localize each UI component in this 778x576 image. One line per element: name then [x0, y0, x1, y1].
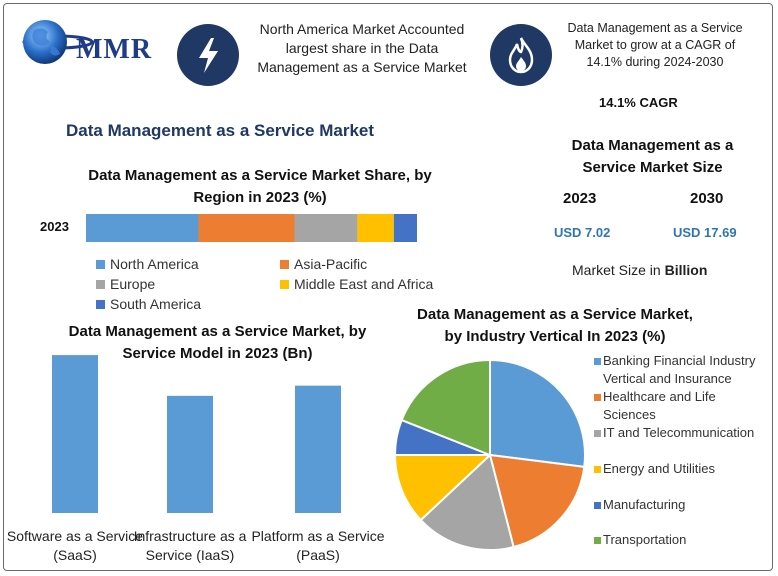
legend-label: Banking Financial Industry Vertical and … — [603, 353, 756, 386]
service-bar-1 — [167, 395, 213, 513]
legend-label: Transportation — [603, 532, 687, 547]
region-chart-category-label: 2023 — [40, 219, 69, 234]
infographic-frame — [3, 3, 773, 571]
flame-icon — [508, 37, 534, 74]
region-legend-item-europe: Europe — [96, 276, 155, 292]
region-chart-title: Data Management as a Service Market Shar… — [88, 167, 432, 206]
pie-legend-item-healthcare-and-life-sciences: Healthcare and Life Sciences — [594, 388, 769, 424]
info2-icon-circle — [490, 24, 552, 86]
legend-label: Middle East and Africa — [294, 276, 434, 292]
market-size-value-2023: USD 7.02 — [554, 225, 611, 240]
legend-label: Energy and Utilities — [603, 461, 715, 476]
service-bar-0 — [52, 355, 98, 513]
legend-label: Asia-Pacific — [294, 256, 368, 272]
info1-text: North America Market Accounted largest s… — [257, 21, 467, 75]
region-legend-item-north-america: North America — [96, 256, 199, 272]
vertical-chart-title: Data Management as a Service Market, by … — [417, 306, 693, 345]
region-stacked-bar-chart — [86, 214, 417, 242]
info2-text: Data Management as a Service Market to g… — [567, 21, 743, 69]
legend-label: North America — [110, 256, 199, 272]
region-legend-item-asia-pacific: Asia-Pacific — [280, 256, 367, 272]
legend-label: Europe — [110, 276, 156, 292]
legend-swatch — [96, 259, 105, 269]
main-title: Data Management as a Service Market — [66, 121, 375, 140]
market-size-year-2030: 2030 — [690, 190, 724, 207]
pie-slice-healthcare-and-life-sciences — [488, 453, 586, 549]
legend-label: South America — [110, 296, 202, 312]
market-size-title: Data Management as a Service Market Size — [571, 137, 734, 176]
industry-vertical-pie-chart — [393, 358, 586, 551]
market-size-note: Market Size in Billion — [572, 262, 707, 278]
info1-icon-circle — [177, 24, 239, 86]
pie-legend-item-energy-and-utilities: Energy and Utilities — [594, 460, 769, 478]
service-bar-2 — [295, 385, 341, 513]
legend-swatch — [96, 279, 105, 289]
region-bar-segment-north-america — [86, 214, 199, 242]
service-chart-title: Data Management as a Service Market, by … — [68, 323, 367, 362]
pie-slice-energy-and-utilities — [393, 454, 493, 522]
region-bar-segment-middle-east-and-africa — [357, 214, 394, 242]
legend-swatch — [280, 259, 289, 269]
pie-legend-item-manufacturing: Manufacturing — [594, 496, 769, 514]
pie-slice-it-and-telecommunication — [419, 453, 515, 551]
legend-swatch — [594, 466, 601, 473]
legend-label: Healthcare and Life Sciences — [603, 389, 716, 422]
market-size-note-unit: Billion — [664, 262, 708, 278]
pie-legend-item-transportation: Transportation — [594, 531, 769, 549]
legend-label: Manufacturing — [603, 497, 686, 512]
legend-swatch — [594, 394, 601, 401]
lightning-icon — [199, 38, 218, 73]
region-legend-item-middle-east-and-africa: Middle East and Africa — [280, 276, 433, 292]
service-x-tick-label: Software as a Service (SaaS) — [6, 528, 144, 563]
globe-icon — [22, 20, 94, 64]
service-x-tick-label: Infrastructure as a Service (IaaS) — [133, 528, 247, 563]
legend-swatch — [594, 502, 601, 509]
cagr-label: 14.1% CAGR — [599, 95, 678, 110]
region-bar-segment-europe — [294, 214, 358, 242]
legend-swatch — [594, 358, 601, 365]
region-bar-segment-asia-pacific — [198, 214, 295, 242]
service-model-bar-chart — [52, 355, 341, 513]
pie-legend-item-it-and-telecommunication: IT and Telecommunication — [594, 424, 769, 442]
legend-swatch — [96, 299, 105, 309]
logo-text: MMR — [76, 34, 153, 65]
region-bar-segment-south-america — [393, 214, 417, 242]
pie-slice-banking-financial-industry-vertical-and-insurance — [489, 358, 586, 469]
market-size-year-2023: 2023 — [563, 190, 597, 207]
pie-legend-item-banking-financial-industry-vertical-and-insurance: Banking Financial Industry Vertical and … — [594, 352, 769, 388]
legend-swatch — [594, 537, 601, 544]
market-size-value-2030: USD 17.69 — [673, 225, 737, 240]
service-x-tick-label: Platform as a Service (PaaS) — [251, 528, 385, 563]
legend-swatch — [280, 279, 289, 289]
logo: MMR — [12, 12, 162, 74]
legend-swatch — [594, 430, 601, 437]
region-legend-item-south-america: South America — [96, 296, 201, 312]
pie-slice-transportation — [400, 358, 491, 457]
legend-label: IT and Telecommunication — [603, 425, 755, 440]
market-size-note-prefix: Market Size in — [572, 262, 665, 278]
